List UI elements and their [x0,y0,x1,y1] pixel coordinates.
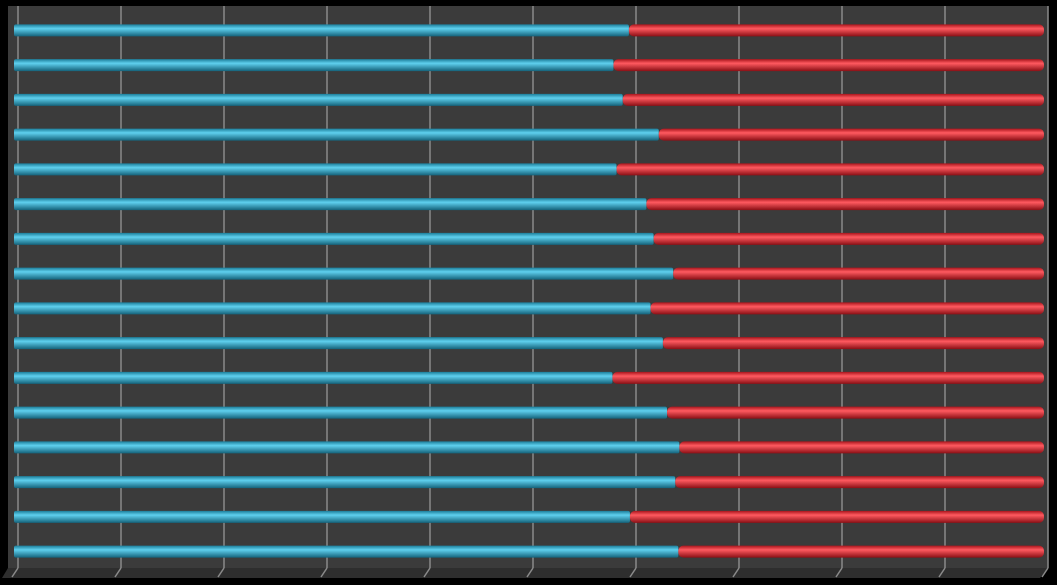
tick-mark [217,567,225,578]
tick-mark [526,567,534,578]
bar-segment [658,128,1044,141]
bar-segment [14,93,623,106]
tick-mark [423,567,431,578]
bar-segment [14,406,668,419]
bar-segment [14,476,676,489]
tick-mark [11,567,19,578]
bar-segment [14,371,613,384]
bar-segment [14,59,614,72]
bar-segment [14,24,629,37]
bar-segment [667,406,1044,419]
bar-segment [616,163,1044,176]
bar-segment [653,232,1044,245]
bar-segment [650,302,1044,315]
bar-segment [678,545,1044,558]
bar-segment [14,198,647,211]
bar-segment [673,267,1044,280]
tick-mark [1041,567,1049,578]
bar-segment [14,510,630,523]
floor [2,568,1048,578]
bar-segment [629,510,1044,523]
bar-segment [14,163,617,176]
bar-segment [679,441,1044,454]
tick-mark [835,567,843,578]
bar-segment [14,267,674,280]
bar-segment [14,545,679,558]
tick-mark [320,567,328,578]
bar-segment [622,93,1044,106]
bar-segment [646,198,1044,211]
tick-mark [938,567,946,578]
bar-segment [14,441,680,454]
bar-segment [14,302,651,315]
tick-mark [732,567,740,578]
bar-segment [628,24,1044,37]
bar-segment [612,371,1044,384]
bar-segment [14,232,654,245]
bar-segment [14,128,659,141]
bar-segment [613,59,1044,72]
tick-mark [114,567,122,578]
bar-segment [675,476,1044,489]
bar-segment [14,337,663,350]
bar-segment [662,337,1044,350]
tick-mark [629,567,637,578]
